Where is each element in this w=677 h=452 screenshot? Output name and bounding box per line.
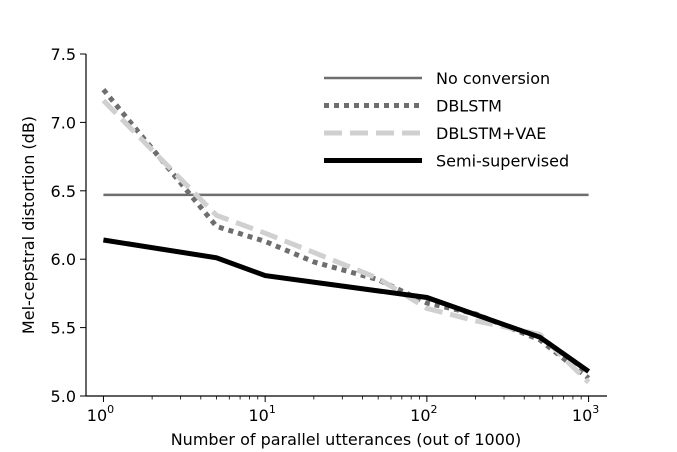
ticks: 5.0 5.5 6.0 6.5 7.0 7.5 100 101 102 103 <box>51 45 600 425</box>
x-tick-label: 100 <box>87 403 114 425</box>
x-axis-label: Number of parallel utterances (out of 10… <box>171 430 522 449</box>
x-tick-label: 101 <box>248 403 275 425</box>
legend-label: DBLSTM+VAE <box>436 124 546 143</box>
legend-label: No conversion <box>436 69 550 88</box>
y-tick-label: 5.5 <box>51 319 76 338</box>
x-tick-label: 103 <box>572 403 599 425</box>
y-tick-label: 7.0 <box>51 113 76 132</box>
legend-label: DBLSTM <box>436 97 502 116</box>
y-tick-label: 6.5 <box>51 182 76 201</box>
axes <box>85 54 607 397</box>
series-layer <box>101 88 591 385</box>
y-tick-label: 5.0 <box>51 387 76 406</box>
x-tick-label: 102 <box>410 403 437 425</box>
y-tick-label: 6.0 <box>51 250 76 269</box>
legend: No conversion DBLSTM DBLSTM+VAE Semi-superv… <box>324 69 569 171</box>
y-axis-label: Mel-cepstral distortion (dB) <box>19 116 38 334</box>
y-tick-label: 7.5 <box>51 45 76 64</box>
series-line-dblstm <box>101 88 591 381</box>
series-line-semi-supervised <box>103 237 591 374</box>
legend-label: Semi-supervised <box>436 152 569 171</box>
